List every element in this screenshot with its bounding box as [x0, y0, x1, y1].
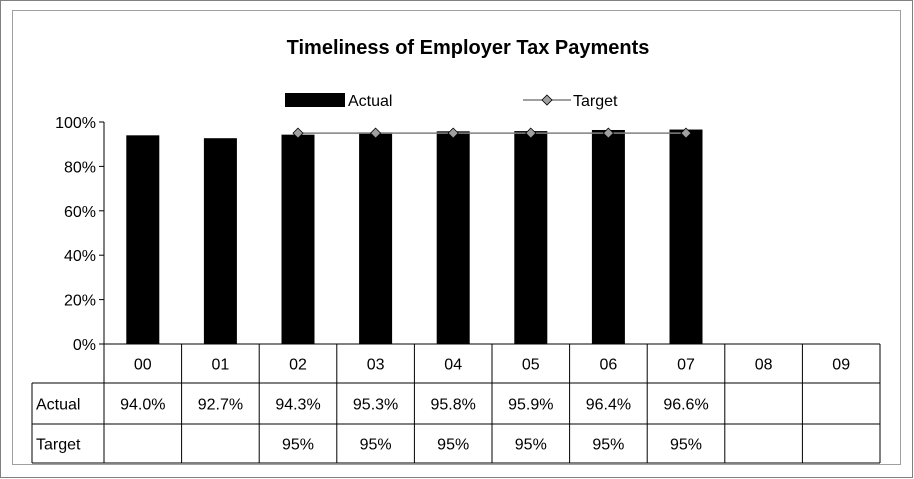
bar-actual-06 — [591, 129, 625, 344]
bar-actual-03 — [359, 132, 393, 344]
y-tick-label: 0% — [73, 337, 96, 354]
table-cell-target-07: 95% — [670, 437, 702, 454]
legend-marker-target — [541, 94, 553, 106]
bar-actual-01 — [203, 138, 237, 344]
table-cell-actual-04: 95.8% — [431, 397, 476, 414]
table-cell-actual-07: 96.6% — [663, 397, 708, 414]
category-label-08: 08 — [755, 357, 773, 374]
target-marker-02 — [292, 127, 304, 139]
table-row-label: Actual — [36, 397, 80, 414]
table-cell-actual-00: 94.0% — [120, 397, 165, 414]
bar-actual-05 — [514, 131, 548, 344]
target-marker-04 — [447, 127, 459, 139]
category-label-06: 06 — [600, 357, 618, 374]
category-label-07: 07 — [677, 357, 695, 374]
table-cell-actual-03: 95.3% — [353, 397, 398, 414]
y-tick-label: 40% — [64, 248, 96, 265]
category-label-02: 02 — [289, 357, 307, 374]
target-marker-06 — [602, 127, 614, 139]
bar-actual-02 — [281, 134, 315, 344]
legend-label-target: Target — [573, 93, 618, 110]
y-tick-label: 80% — [64, 159, 96, 176]
table-row-label: Target — [36, 437, 81, 454]
y-axis: 0% 20% 40% 60% 80% 100% — [55, 115, 105, 354]
table-cell-actual-05: 95.9% — [508, 397, 553, 414]
chart-title: Timeliness of Employer Tax Payments — [287, 37, 650, 59]
inner-border — [12, 10, 901, 465]
legend-swatch-actual — [285, 93, 345, 107]
table-cell-target-04: 95% — [437, 437, 469, 454]
y-tick-label: 100% — [55, 115, 96, 132]
y-tick-label: 20% — [64, 293, 96, 310]
table-cell-actual-01: 92.7% — [198, 397, 243, 414]
target-marker-03 — [370, 127, 382, 139]
category-label-09: 09 — [832, 357, 850, 374]
y-tick-label: 60% — [64, 204, 96, 221]
bar-actual-07 — [669, 129, 703, 344]
table-cell-target-03: 95% — [360, 437, 392, 454]
category-label-05: 05 — [522, 357, 540, 374]
table-cell-target-05: 95% — [515, 437, 547, 454]
bar-actual-04 — [436, 131, 470, 344]
bars — [126, 129, 703, 344]
table-cell-target-06: 95% — [592, 437, 624, 454]
table-cell-actual-02: 94.3% — [275, 397, 320, 414]
data-table: 00 01 02 03 04 05 06 07 08 09 Actual Target 94.0% 92.… — [31, 343, 881, 464]
category-label-01: 01 — [212, 357, 230, 374]
legend-label-actual: Actual — [348, 93, 392, 110]
category-label-04: 04 — [444, 357, 462, 374]
bar-actual-00 — [126, 135, 160, 344]
target-series — [292, 127, 692, 139]
category-label-00: 00 — [134, 357, 152, 374]
table-cell-actual-06: 96.4% — [586, 397, 631, 414]
table-cell-target-02: 95% — [282, 437, 314, 454]
legend: Actual Target — [285, 93, 618, 110]
target-marker-05 — [525, 127, 537, 139]
target-marker-07 — [680, 127, 692, 139]
category-label-03: 03 — [367, 357, 385, 374]
